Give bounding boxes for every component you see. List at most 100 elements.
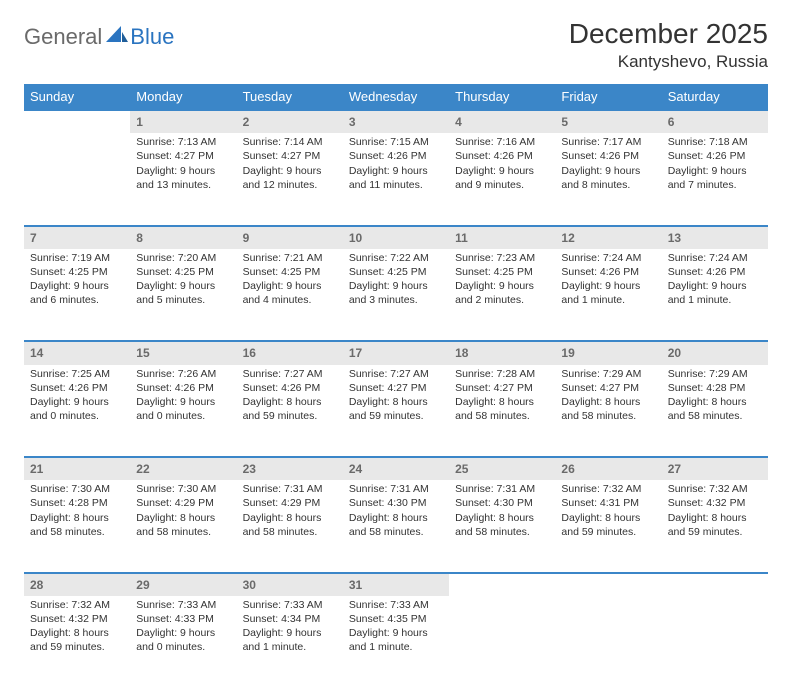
- calendar-body: 123456Sunrise: 7:13 AMSunset: 4:27 PMDay…: [24, 110, 768, 688]
- day-cell: Sunrise: 7:31 AMSunset: 4:29 PMDaylight:…: [237, 480, 343, 572]
- daylight-text: Daylight: 9 hours and 6 minutes.: [30, 279, 124, 307]
- daylight-text: Daylight: 9 hours and 4 minutes.: [243, 279, 337, 307]
- day-number: 10: [343, 226, 449, 249]
- day-cell: Sunrise: 7:23 AMSunset: 4:25 PMDaylight:…: [449, 249, 555, 341]
- page-header: General Blue December 2025 Kantyshevo, R…: [24, 18, 768, 72]
- daylight-text: Daylight: 9 hours and 5 minutes.: [136, 279, 230, 307]
- day-number: 27: [662, 457, 768, 480]
- daylight-text: Daylight: 8 hours and 58 minutes.: [668, 395, 762, 423]
- day-cell: Sunrise: 7:24 AMSunset: 4:26 PMDaylight:…: [555, 249, 661, 341]
- sunrise-text: Sunrise: 7:20 AM: [136, 251, 230, 265]
- day-cell: Sunrise: 7:33 AMSunset: 4:35 PMDaylight:…: [343, 596, 449, 688]
- sunrise-text: Sunrise: 7:29 AM: [668, 367, 762, 381]
- sunset-text: Sunset: 4:32 PM: [30, 612, 124, 626]
- sunset-text: Sunset: 4:26 PM: [561, 265, 655, 279]
- sunset-text: Sunset: 4:25 PM: [136, 265, 230, 279]
- sunset-text: Sunset: 4:26 PM: [668, 265, 762, 279]
- day-number: 31: [343, 573, 449, 596]
- sunrise-text: Sunrise: 7:13 AM: [136, 135, 230, 149]
- day-details: Sunrise: 7:27 AMSunset: 4:26 PMDaylight:…: [237, 365, 343, 430]
- title-block: December 2025 Kantyshevo, Russia: [569, 18, 768, 72]
- sunrise-text: Sunrise: 7:33 AM: [243, 598, 337, 612]
- sunset-text: Sunset: 4:28 PM: [668, 381, 762, 395]
- day-details: Sunrise: 7:25 AMSunset: 4:26 PMDaylight:…: [24, 365, 130, 430]
- day-cell: Sunrise: 7:15 AMSunset: 4:26 PMDaylight:…: [343, 133, 449, 225]
- day-cell: Sunrise: 7:32 AMSunset: 4:32 PMDaylight:…: [662, 480, 768, 572]
- week-body-row: Sunrise: 7:13 AMSunset: 4:27 PMDaylight:…: [24, 133, 768, 225]
- day-cell: Sunrise: 7:26 AMSunset: 4:26 PMDaylight:…: [130, 365, 236, 457]
- sunrise-text: Sunrise: 7:22 AM: [349, 251, 443, 265]
- sunrise-text: Sunrise: 7:18 AM: [668, 135, 762, 149]
- daylight-text: Daylight: 9 hours and 1 minute.: [349, 626, 443, 654]
- sunrise-text: Sunrise: 7:32 AM: [561, 482, 655, 496]
- sunset-text: Sunset: 4:29 PM: [136, 496, 230, 510]
- col-thursday: Thursday: [449, 84, 555, 110]
- day-number: 17: [343, 341, 449, 364]
- day-details: Sunrise: 7:22 AMSunset: 4:25 PMDaylight:…: [343, 249, 449, 314]
- col-tuesday: Tuesday: [237, 84, 343, 110]
- sunrise-text: Sunrise: 7:15 AM: [349, 135, 443, 149]
- day-number: 26: [555, 457, 661, 480]
- day-details: Sunrise: 7:31 AMSunset: 4:30 PMDaylight:…: [449, 480, 555, 545]
- day-cell: Sunrise: 7:32 AMSunset: 4:31 PMDaylight:…: [555, 480, 661, 572]
- sail-icon: [106, 24, 128, 50]
- day-number: 9: [237, 226, 343, 249]
- daylight-text: Daylight: 9 hours and 9 minutes.: [455, 164, 549, 192]
- day-details: Sunrise: 7:14 AMSunset: 4:27 PMDaylight:…: [237, 133, 343, 198]
- day-number: 2: [237, 110, 343, 133]
- col-saturday: Saturday: [662, 84, 768, 110]
- week-body-row: Sunrise: 7:19 AMSunset: 4:25 PMDaylight:…: [24, 249, 768, 341]
- daylight-text: Daylight: 9 hours and 3 minutes.: [349, 279, 443, 307]
- sunset-text: Sunset: 4:26 PM: [561, 149, 655, 163]
- sunrise-text: Sunrise: 7:33 AM: [349, 598, 443, 612]
- daylight-text: Daylight: 9 hours and 7 minutes.: [668, 164, 762, 192]
- col-monday: Monday: [130, 84, 236, 110]
- day-cell: Sunrise: 7:18 AMSunset: 4:26 PMDaylight:…: [662, 133, 768, 225]
- sunset-text: Sunset: 4:32 PM: [668, 496, 762, 510]
- daylight-text: Daylight: 8 hours and 59 minutes.: [561, 511, 655, 539]
- day-cell: Sunrise: 7:16 AMSunset: 4:26 PMDaylight:…: [449, 133, 555, 225]
- page-location: Kantyshevo, Russia: [569, 52, 768, 72]
- sunset-text: Sunset: 4:33 PM: [136, 612, 230, 626]
- day-details: Sunrise: 7:17 AMSunset: 4:26 PMDaylight:…: [555, 133, 661, 198]
- daylight-text: Daylight: 9 hours and 8 minutes.: [561, 164, 655, 192]
- day-cell: Sunrise: 7:30 AMSunset: 4:29 PMDaylight:…: [130, 480, 236, 572]
- day-cell: Sunrise: 7:27 AMSunset: 4:26 PMDaylight:…: [237, 365, 343, 457]
- daylight-text: Daylight: 9 hours and 2 minutes.: [455, 279, 549, 307]
- col-friday: Friday: [555, 84, 661, 110]
- day-details: Sunrise: 7:23 AMSunset: 4:25 PMDaylight:…: [449, 249, 555, 314]
- day-cell: Sunrise: 7:31 AMSunset: 4:30 PMDaylight:…: [449, 480, 555, 572]
- day-cell: Sunrise: 7:17 AMSunset: 4:26 PMDaylight:…: [555, 133, 661, 225]
- sunset-text: Sunset: 4:29 PM: [243, 496, 337, 510]
- day-cell: Sunrise: 7:30 AMSunset: 4:28 PMDaylight:…: [24, 480, 130, 572]
- daylight-text: Daylight: 8 hours and 59 minutes.: [243, 395, 337, 423]
- day-cell: [449, 596, 555, 688]
- daylight-text: Daylight: 8 hours and 58 minutes.: [561, 395, 655, 423]
- day-cell: Sunrise: 7:22 AMSunset: 4:25 PMDaylight:…: [343, 249, 449, 341]
- sunset-text: Sunset: 4:27 PM: [243, 149, 337, 163]
- week-body-row: Sunrise: 7:25 AMSunset: 4:26 PMDaylight:…: [24, 365, 768, 457]
- daylight-text: Daylight: 8 hours and 59 minutes.: [668, 511, 762, 539]
- day-details: Sunrise: 7:15 AMSunset: 4:26 PMDaylight:…: [343, 133, 449, 198]
- sunset-text: Sunset: 4:25 PM: [349, 265, 443, 279]
- day-number: 7: [24, 226, 130, 249]
- day-details: Sunrise: 7:31 AMSunset: 4:29 PMDaylight:…: [237, 480, 343, 545]
- sunset-text: Sunset: 4:27 PM: [455, 381, 549, 395]
- sunset-text: Sunset: 4:26 PM: [136, 381, 230, 395]
- day-cell: Sunrise: 7:31 AMSunset: 4:30 PMDaylight:…: [343, 480, 449, 572]
- day-number: 8: [130, 226, 236, 249]
- col-wednesday: Wednesday: [343, 84, 449, 110]
- sunset-text: Sunset: 4:27 PM: [136, 149, 230, 163]
- day-cell: [555, 596, 661, 688]
- day-cell: Sunrise: 7:27 AMSunset: 4:27 PMDaylight:…: [343, 365, 449, 457]
- day-details: Sunrise: 7:33 AMSunset: 4:34 PMDaylight:…: [237, 596, 343, 661]
- sunset-text: Sunset: 4:26 PM: [349, 149, 443, 163]
- day-number: [555, 573, 661, 596]
- sunset-text: Sunset: 4:34 PM: [243, 612, 337, 626]
- day-details: Sunrise: 7:30 AMSunset: 4:28 PMDaylight:…: [24, 480, 130, 545]
- day-number: 4: [449, 110, 555, 133]
- day-number: 1: [130, 110, 236, 133]
- daylight-text: Daylight: 8 hours and 59 minutes.: [349, 395, 443, 423]
- sunset-text: Sunset: 4:27 PM: [349, 381, 443, 395]
- day-cell: Sunrise: 7:33 AMSunset: 4:33 PMDaylight:…: [130, 596, 236, 688]
